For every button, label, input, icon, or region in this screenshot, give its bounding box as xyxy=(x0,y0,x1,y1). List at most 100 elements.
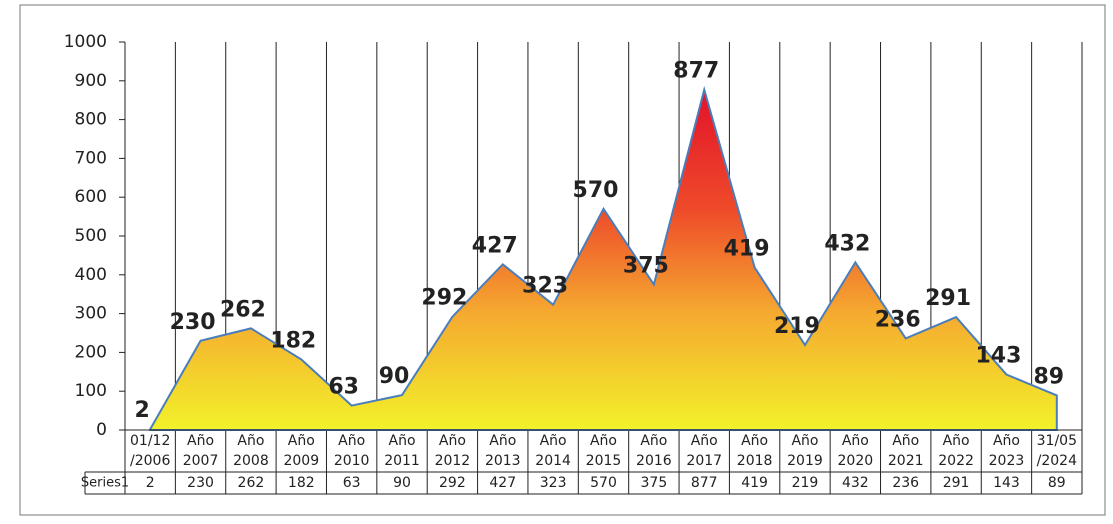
table-value: 236 xyxy=(892,475,919,491)
table-value: 143 xyxy=(993,475,1020,491)
x-tick-label-line: Año xyxy=(993,433,1020,449)
x-tick-label: Año 2019 xyxy=(787,433,823,469)
x-tick-label-line: 2020 xyxy=(838,453,874,469)
x-tick-label-line: Año xyxy=(540,433,567,449)
data-label: 375 xyxy=(623,254,669,279)
table-value: 182 xyxy=(288,475,315,491)
x-tick-label-line: Año xyxy=(892,433,919,449)
data-label: 143 xyxy=(975,344,1021,369)
x-tick-label: Año 2014 xyxy=(535,433,571,469)
x-tick-label-line: Año xyxy=(691,433,718,449)
table-value: 230 xyxy=(187,475,214,491)
table-value: 432 xyxy=(842,475,869,491)
y-tick-label: 700 xyxy=(75,148,107,168)
x-tick-label-line: Año xyxy=(489,433,516,449)
data-label: 219 xyxy=(774,314,820,339)
x-tick-label: Año 2020 xyxy=(838,433,874,469)
table-value: 375 xyxy=(641,475,668,491)
x-tick-label-line: Año xyxy=(439,433,466,449)
data-label: 292 xyxy=(421,286,467,311)
y-tick-label: 600 xyxy=(75,187,107,207)
table-value: 877 xyxy=(691,475,718,491)
x-tick-label-line: 01/12 xyxy=(130,433,170,449)
data-label: 323 xyxy=(522,274,568,299)
y-tick-label: 0 xyxy=(96,420,107,440)
table-value: 570 xyxy=(590,475,617,491)
x-tick-label-line: Año xyxy=(943,433,970,449)
x-tick-label-line: 2017 xyxy=(686,453,722,469)
x-tick-label: 01/12/2006 xyxy=(130,433,170,469)
table-value: 292 xyxy=(439,475,466,491)
x-tick-label-line: 2021 xyxy=(888,453,924,469)
data-label: 89 xyxy=(1034,364,1065,389)
y-tick-label: 200 xyxy=(75,342,107,362)
data-label: 877 xyxy=(673,59,719,84)
y-tick-label: 100 xyxy=(75,381,107,401)
x-tick-label: Año 2008 xyxy=(233,433,269,469)
y-tick-label: 400 xyxy=(75,265,107,285)
x-tick-label-line: Año xyxy=(237,433,264,449)
x-tick-label-line: 2008 xyxy=(233,453,269,469)
y-tick-label: 500 xyxy=(75,226,107,246)
x-tick-label-line: 2011 xyxy=(384,453,420,469)
x-tick-label-line: /2024 xyxy=(1037,453,1077,469)
y-tick-label: 900 xyxy=(75,71,107,91)
x-tick-label-line: Año xyxy=(389,433,416,449)
data-label: 427 xyxy=(472,233,518,258)
table-value: 427 xyxy=(489,475,516,491)
x-tick-label-line: 2022 xyxy=(938,453,974,469)
x-tick-label-line: 2018 xyxy=(737,453,773,469)
data-label: 90 xyxy=(379,364,410,389)
x-tick-label-line: Año xyxy=(590,433,617,449)
x-tick-label-line: Año xyxy=(640,433,667,449)
table-value: 419 xyxy=(741,475,768,491)
x-tick-label-line: 2013 xyxy=(485,453,521,469)
table-value: 89 xyxy=(1048,475,1066,491)
x-tick-label: Año 2017 xyxy=(686,433,722,469)
x-tick-label-line: 2010 xyxy=(334,453,370,469)
data-label: 419 xyxy=(724,236,770,261)
x-tick-label-line: 31/05 xyxy=(1037,433,1077,449)
data-label: 570 xyxy=(573,178,619,203)
x-tick-label-line: Año xyxy=(791,433,818,449)
x-tick-label-line: Año xyxy=(338,433,365,449)
x-tick-label-line: 2023 xyxy=(989,453,1025,469)
table-value: 323 xyxy=(540,475,567,491)
data-label: 262 xyxy=(220,297,266,322)
x-tick-label-line: Año xyxy=(842,433,869,449)
y-tick-label: 300 xyxy=(75,304,107,324)
data-label: 432 xyxy=(824,231,870,256)
table-value: 2 xyxy=(146,475,155,491)
data-label: 2 xyxy=(135,398,150,423)
x-tick-label: 31/05/2024 xyxy=(1037,433,1077,469)
x-tick-label-line: 2015 xyxy=(586,453,622,469)
x-tick-label-line: 2007 xyxy=(183,453,219,469)
x-tick-label: Año 2011 xyxy=(384,433,420,469)
table-value: 63 xyxy=(343,475,361,491)
x-tick-label: Año 2018 xyxy=(737,433,773,469)
table-value: 90 xyxy=(393,475,411,491)
x-tick-label: Año 2009 xyxy=(283,433,319,469)
table-value: 291 xyxy=(943,475,970,491)
x-tick-label: Año 2013 xyxy=(485,433,521,469)
x-tick-label: Año 2010 xyxy=(334,433,370,469)
x-tick-label: Año 2007 xyxy=(183,433,219,469)
data-label: 236 xyxy=(875,307,921,332)
x-tick-label: Año 2022 xyxy=(938,433,974,469)
y-tick-label: 1000 xyxy=(64,32,107,52)
x-tick-label-line: /2006 xyxy=(130,453,170,469)
legend-label: Series1 xyxy=(81,476,129,491)
data-label: 63 xyxy=(328,375,359,400)
x-tick-label: Año 2016 xyxy=(636,433,672,469)
area xyxy=(149,85,1058,431)
table-value: 262 xyxy=(238,475,265,491)
data-label: 291 xyxy=(925,286,971,311)
data-label: 182 xyxy=(270,328,316,353)
table-value: 219 xyxy=(792,475,819,491)
x-tick-label: Año 2023 xyxy=(989,433,1025,469)
x-tick-label-line: 2014 xyxy=(535,453,571,469)
x-tick-label: Año 2015 xyxy=(586,433,622,469)
data-label: 230 xyxy=(170,310,216,335)
x-tick-label-line: 2016 xyxy=(636,453,672,469)
